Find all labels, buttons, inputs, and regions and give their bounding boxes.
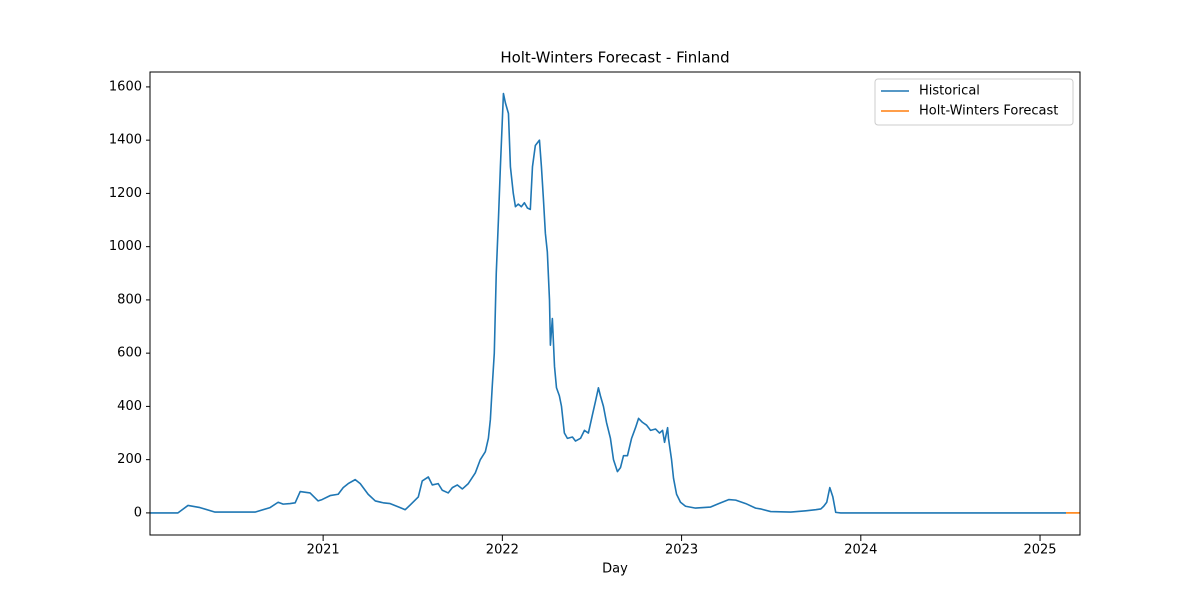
y-tick-label: 400 bbox=[117, 399, 142, 414]
legend-box bbox=[874, 78, 1074, 126]
x-tick-label: 2022 bbox=[486, 543, 519, 558]
legend-label: Historical bbox=[919, 84, 980, 99]
plot-frame bbox=[149, 71, 1081, 536]
legend-label: Holt-Winters Forecast bbox=[919, 104, 1058, 119]
line-series bbox=[150, 92, 1067, 514]
y-tick-label: 600 bbox=[117, 346, 142, 361]
y-tick-label: 1200 bbox=[109, 186, 142, 201]
x-tick-label: 2021 bbox=[307, 543, 340, 558]
y-tick-label: 200 bbox=[117, 452, 142, 467]
x-tick-label: 2024 bbox=[844, 543, 877, 558]
y-tick-label: 1400 bbox=[109, 133, 142, 148]
y-tick-label: 1600 bbox=[109, 79, 142, 94]
y-tick-label: 800 bbox=[117, 292, 142, 307]
x-tick-label: 2025 bbox=[1023, 543, 1056, 558]
y-tick-label: 1000 bbox=[109, 239, 142, 254]
chart-title: Holt-Winters Forecast - Finland bbox=[500, 49, 729, 67]
y-tick-label: 0 bbox=[134, 505, 142, 520]
x-tick-label: 2023 bbox=[665, 543, 698, 558]
x-axis-label: Day bbox=[602, 562, 628, 577]
